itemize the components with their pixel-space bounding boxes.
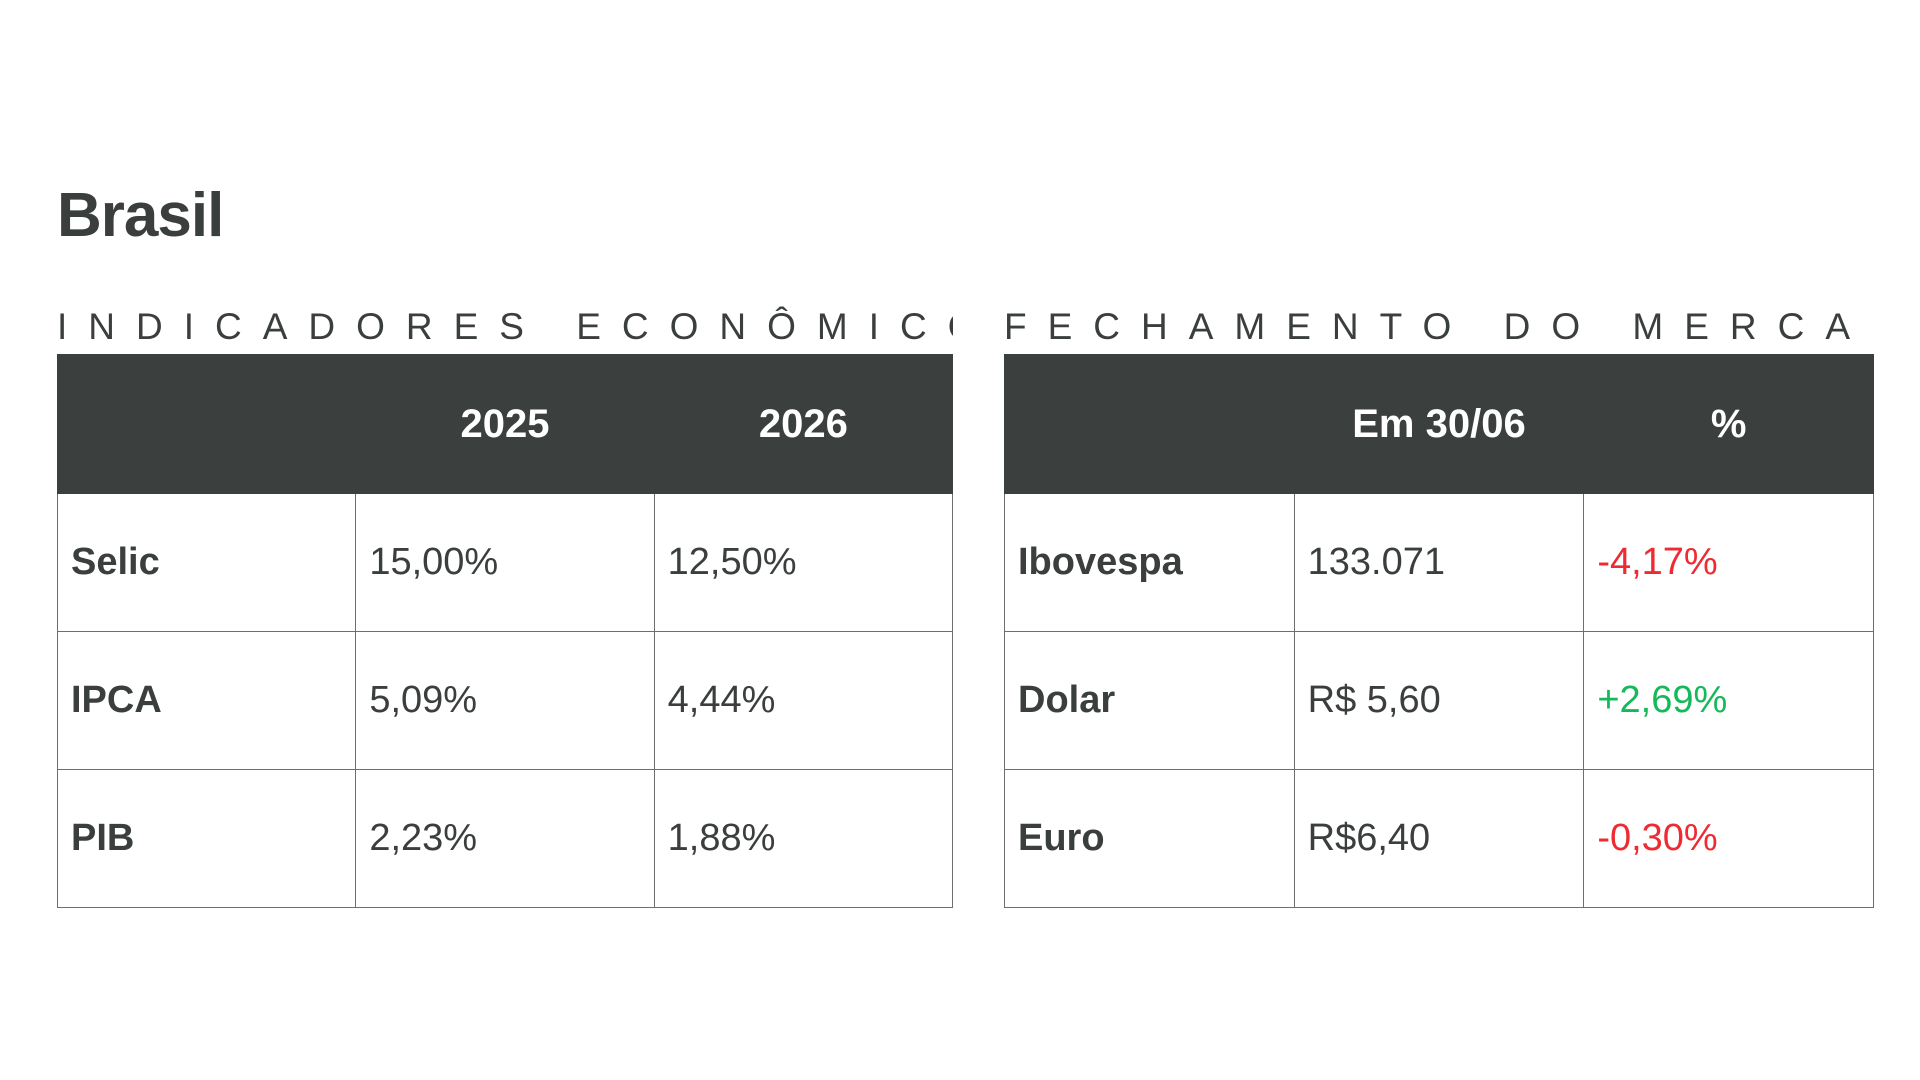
cell-value-2025: 5,09% bbox=[355, 631, 655, 770]
cell-value: 133.071 bbox=[1293, 493, 1585, 632]
cell-change: -0,30% bbox=[1583, 769, 1874, 908]
cell-value-2026: 12,50% bbox=[653, 493, 954, 632]
table-row: IPCA 5,09% 4,44% bbox=[56, 631, 954, 770]
row-label-dolar: Dolar bbox=[1004, 631, 1295, 770]
column-header-date: Em 30/06 bbox=[1293, 354, 1585, 494]
row-label-ibovespa: Ibovespa bbox=[1004, 493, 1295, 632]
cell-value: R$6,40 bbox=[1293, 769, 1585, 908]
row-label-ipca: IPCA bbox=[56, 631, 357, 770]
cell-value-2026: 1,88% bbox=[653, 769, 954, 908]
cell-change: -4,17% bbox=[1583, 493, 1874, 632]
table-row: Euro R$6,40 -0,30% bbox=[1004, 769, 1874, 908]
table-header-row: Em 30/06 % bbox=[1004, 354, 1874, 494]
market-table: Em 30/06 % Ibovespa 133.071 -4,17% Dolar… bbox=[1004, 354, 1874, 908]
cell-value-2025: 2,23% bbox=[355, 769, 655, 908]
column-header-empty bbox=[1004, 354, 1295, 494]
page-title: Brasil bbox=[57, 181, 224, 250]
market-section: FECHAMENTO DO MERCADO Em 30/06 % Ibovesp… bbox=[1004, 300, 1874, 908]
indicators-heading: INDICADORES ECONÔMICOS bbox=[57, 306, 953, 347]
row-label-pib: PIB bbox=[56, 769, 357, 908]
indicators-table: 2025 2026 Selic 15,00% 12,50% IPCA 5,09%… bbox=[56, 354, 954, 908]
table-row: Dolar R$ 5,60 +2,69% bbox=[1004, 631, 1874, 770]
market-heading: FECHAMENTO DO MERCADO bbox=[1004, 306, 1874, 347]
row-label-selic: Selic bbox=[56, 493, 357, 632]
column-header-2026: 2026 bbox=[653, 354, 954, 494]
indicators-section: INDICADORES ECONÔMICOS 2025 2026 Selic 1… bbox=[56, 300, 954, 908]
column-header-percent: % bbox=[1583, 354, 1874, 494]
cell-value-2025: 15,00% bbox=[355, 493, 655, 632]
column-header-2025: 2025 bbox=[355, 354, 655, 494]
cell-value-2026: 4,44% bbox=[653, 631, 954, 770]
cell-change: +2,69% bbox=[1583, 631, 1874, 770]
row-label-euro: Euro bbox=[1004, 769, 1295, 908]
table-row: Selic 15,00% 12,50% bbox=[56, 493, 954, 632]
table-row: PIB 2,23% 1,88% bbox=[56, 769, 954, 908]
column-header-empty bbox=[56, 354, 357, 494]
cell-value: R$ 5,60 bbox=[1293, 631, 1585, 770]
table-row: Ibovespa 133.071 -4,17% bbox=[1004, 493, 1874, 632]
table-header-row: 2025 2026 bbox=[56, 354, 954, 494]
